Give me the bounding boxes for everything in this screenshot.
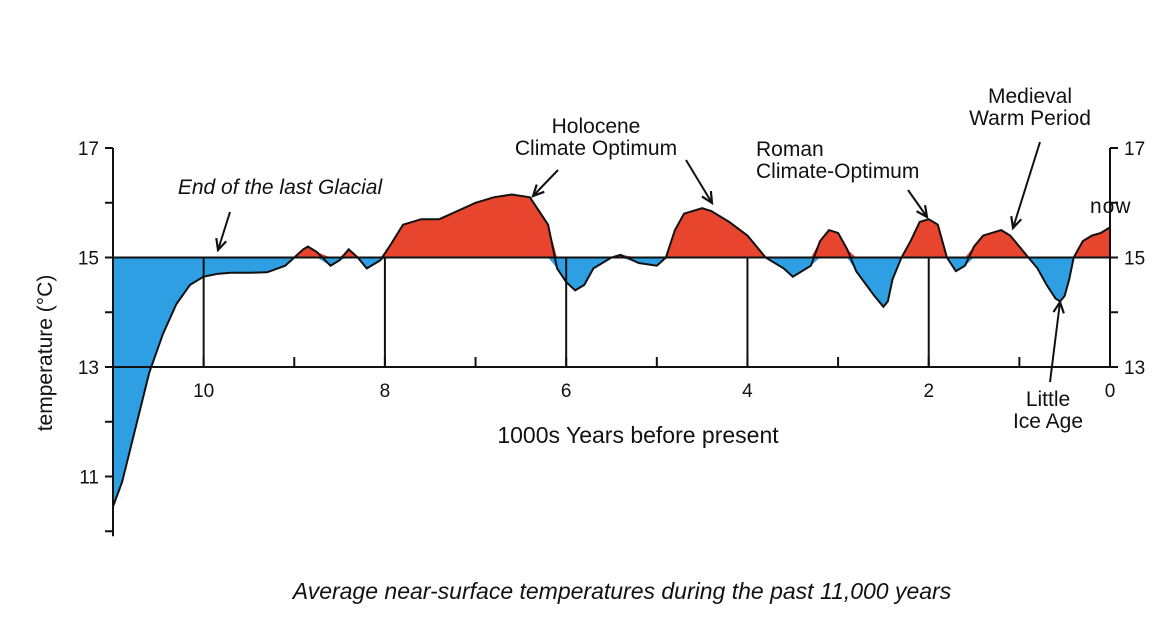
annotation-line: Climate-Optimum — [756, 160, 919, 183]
arrow-head-icon — [215, 237, 228, 253]
arrow-head-icon — [531, 184, 545, 198]
annotation-label-medieval: Medieval Warm Period — [969, 85, 1091, 130]
chart-caption: Average near-surface temperatures during… — [291, 578, 952, 604]
arrow-head-icon — [1010, 215, 1023, 231]
annotation-arrow — [907, 189, 928, 218]
y-tick-label-right: 13 — [1124, 358, 1145, 379]
annotation-line: Warm Period — [969, 107, 1091, 130]
annotation-line: Holocene — [552, 115, 641, 138]
annotation-line: now — [1090, 195, 1132, 218]
annotation-now: now — [1090, 195, 1132, 218]
annotation-arrow — [532, 169, 559, 197]
annotations: End of the last Glacial Holocene Climate O… — [178, 85, 1132, 433]
annotation-label-roman: Roman Climate-Optimum — [756, 138, 919, 183]
annotation-line: Roman — [756, 138, 824, 161]
annotation-line: Climate Optimum — [515, 137, 677, 160]
temperature-line — [112, 193, 1111, 507]
x-axis-label: 1000s Years before present — [497, 422, 779, 448]
annotation-line: Ice Age — [1013, 410, 1083, 433]
y-tick-label-right: 17 — [1124, 139, 1145, 160]
x-tick-label: 8 — [380, 381, 391, 402]
y-tick-label-left: 13 — [78, 358, 99, 379]
annotation-arrow — [1049, 301, 1061, 383]
annotation-arrow — [685, 159, 713, 204]
annotation-arrow — [217, 211, 231, 251]
annotation-holocene: Holocene Climate Optimum — [515, 115, 714, 206]
area-below-baseline — [113, 257, 1110, 507]
x-tick-label: 10 — [193, 381, 214, 402]
area-above-baseline — [113, 194, 1110, 258]
y-tick-label-left: 15 — [78, 249, 99, 270]
x-tick-label: 0 — [1105, 381, 1116, 402]
y-axis-label: temperature (°C) — [34, 275, 57, 432]
annotation-roman: Roman Climate-Optimum — [756, 138, 929, 220]
x-tick-label: 6 — [561, 381, 572, 402]
annotation-label-now: now — [1090, 195, 1132, 218]
y-tick-label-right: 15 — [1124, 249, 1145, 270]
annotation-arrow — [1012, 141, 1041, 229]
annotation-little-ice-age: Little Ice Age — [1013, 299, 1083, 433]
annotation-line: End of the last Glacial — [178, 176, 384, 199]
x-tick-label: 4 — [742, 381, 753, 402]
annotation-label-end-glacial: End of the last Glacial — [178, 176, 384, 199]
annotation-medieval: Medieval Warm Period — [969, 85, 1091, 231]
annotation-label-holocene: Holocene Climate Optimum — [515, 115, 677, 160]
y-tick-label-left: 11 — [79, 468, 99, 489]
arrow-head-icon — [1052, 299, 1065, 314]
y-tick-label-left: 17 — [78, 139, 99, 160]
arrow-head-icon — [701, 190, 714, 206]
annotation-line: Little — [1026, 388, 1070, 411]
annotation-end-glacial: End of the last Glacial — [178, 176, 384, 253]
annotation-label-little-ice-age: Little Ice Age — [1013, 388, 1083, 433]
annotation-line: Medieval — [988, 85, 1072, 108]
x-tick-label: 2 — [923, 381, 934, 402]
arrow-head-icon — [915, 204, 929, 220]
axes: 17 15 13 11 17 15 13 10 8 6 4 2 0 — [78, 139, 1145, 537]
